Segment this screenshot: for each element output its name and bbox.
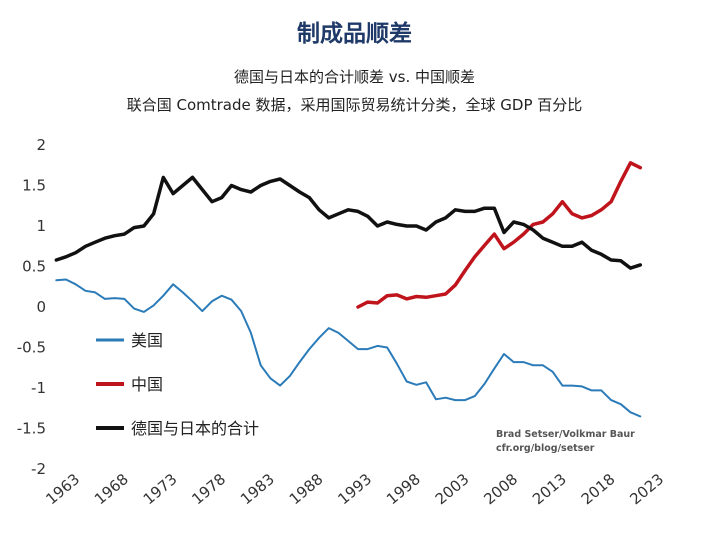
x-tick-label: 1993 (334, 470, 375, 508)
legend-label-china: 中国 (131, 375, 163, 394)
chart-title: 制成品顺差 (297, 21, 412, 47)
y-axis: 2 1.5 1 0.5 0 -0.5 -1 -1.5 -2 (17, 136, 46, 478)
y-tick-label: 0 (36, 298, 46, 316)
x-tick-label: 1998 (383, 470, 424, 508)
y-tick-label: 1 (36, 217, 46, 235)
y-tick-label: 0.5 (22, 258, 46, 276)
x-tick-label: 1983 (237, 470, 278, 508)
legend-label-germany-japan: 德国与日本的合计 (131, 419, 259, 438)
series-line-us (55, 278, 642, 418)
y-tick-label: -0.5 (17, 339, 46, 357)
y-tick-label: -1.5 (17, 420, 46, 438)
legend: 美国 中国 德国与日本的合计 (96, 331, 259, 438)
x-tick-label: 2018 (578, 470, 619, 508)
y-tick-label: 1.5 (22, 177, 46, 195)
chart-subtitle-2: 联合国 Comtrade 数据，采用国际贸易统计分类，全球 GDP 百分比 (126, 96, 583, 114)
x-tick-label: 1963 (42, 470, 83, 508)
x-axis: 1963 1968 1973 1978 1983 1988 1993 1998 2003 2008… (42, 470, 667, 508)
source-author: Brad Setser/Volkmar Baur (496, 429, 635, 440)
source-url: cfr.org/blog/setser (496, 443, 595, 454)
plot-area (54, 161, 643, 418)
x-tick-label: 1978 (188, 470, 229, 508)
y-tick-label: -1 (31, 379, 46, 397)
x-tick-label: 2003 (432, 470, 473, 508)
x-tick-label: 2008 (480, 470, 521, 508)
x-tick-label: 2023 (626, 470, 667, 508)
x-tick-label: 2013 (529, 470, 570, 508)
y-tick-label: -2 (31, 460, 46, 478)
legend-label-us: 美国 (131, 331, 163, 350)
x-tick-label: 1988 (286, 470, 327, 508)
chart-subtitle: 德国与日本的合计顺差 vs. 中国顺差 (234, 68, 475, 86)
source-note: Brad Setser/Volkmar Baur cfr.org/blog/se… (496, 429, 635, 454)
series-line-china (356, 161, 643, 309)
series-line-germany-japan (54, 175, 643, 270)
x-tick-label: 1973 (140, 470, 181, 508)
y-tick-label: 2 (36, 136, 46, 154)
x-tick-label: 1968 (91, 470, 132, 508)
